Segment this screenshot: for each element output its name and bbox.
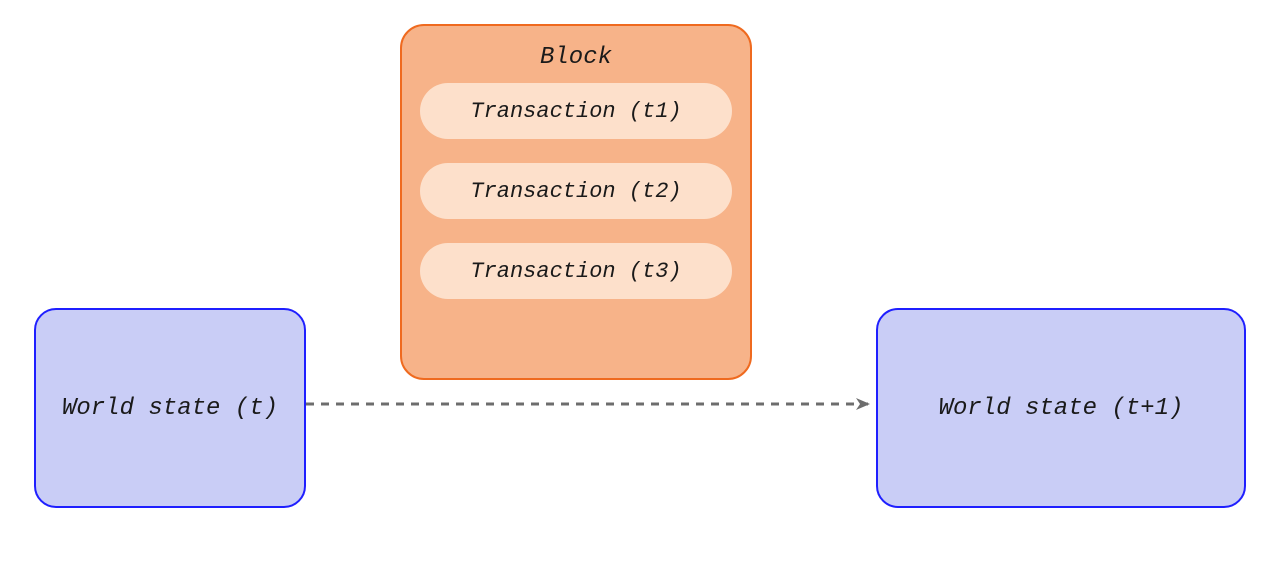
world-state-t1-node: World state (t+1) — [876, 308, 1246, 508]
world-state-t-node: World state (t) — [34, 308, 306, 508]
world-state-t-label: World state (t) — [62, 395, 278, 422]
transaction-label: Transaction (t3) — [470, 259, 681, 284]
diagram-canvas: World state (t) Block Transaction (t1) T… — [0, 0, 1280, 570]
transaction-pill: Transaction (t2) — [420, 163, 732, 219]
transition-arrow — [288, 386, 886, 422]
transaction-pill: Transaction (t3) — [420, 243, 732, 299]
block-title: Block — [540, 44, 612, 71]
world-state-t1-label: World state (t+1) — [939, 395, 1184, 422]
transaction-label: Transaction (t2) — [470, 179, 681, 204]
block-node: Block Transaction (t1) Transaction (t2) … — [400, 24, 752, 380]
transaction-pill: Transaction (t1) — [420, 83, 732, 139]
transaction-label: Transaction (t1) — [470, 99, 681, 124]
